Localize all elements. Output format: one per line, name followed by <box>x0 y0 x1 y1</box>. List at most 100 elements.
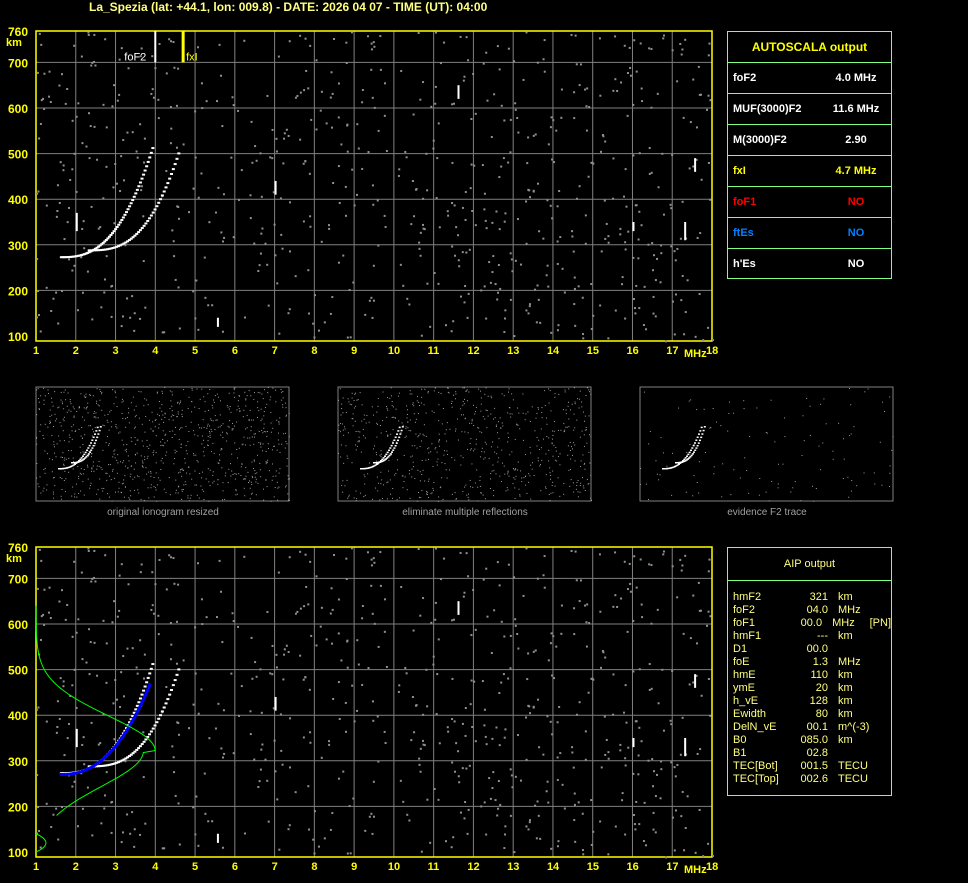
x-trace-point <box>96 765 100 768</box>
thumb-noise-dot <box>658 479 660 481</box>
thumb-noise-dot <box>406 414 408 416</box>
thumb-noise-dot <box>499 475 501 477</box>
x-tick-label: 7 <box>272 345 278 357</box>
noise-dot <box>429 841 432 844</box>
noise-dot <box>62 685 65 688</box>
o-trace-point <box>75 255 79 258</box>
thumb-noise-dot <box>79 406 81 408</box>
noise-dot <box>73 44 76 47</box>
o-trace-point <box>143 169 147 172</box>
noise-dot <box>556 262 559 265</box>
noise-dot <box>80 772 83 775</box>
thumb-noise-dot <box>356 498 358 500</box>
thumb-noise-dot <box>535 417 537 419</box>
noise-dot <box>288 250 291 253</box>
noise-dot <box>372 815 375 818</box>
noise-dot <box>223 236 226 239</box>
noise-dot <box>173 771 176 774</box>
noise-dot <box>103 807 106 810</box>
noise-dot <box>275 653 278 656</box>
thumb-noise-dot <box>377 397 379 399</box>
thumb-noise-dot <box>146 399 148 401</box>
noise-dot <box>329 828 332 831</box>
o-trace-point <box>72 255 76 258</box>
noise-dot <box>485 317 488 320</box>
thumb-noise-dot <box>263 427 265 429</box>
noise-dot <box>143 137 146 140</box>
noise-dot <box>412 629 415 632</box>
noise-dot <box>346 852 349 855</box>
noise-dot <box>271 128 274 131</box>
noise-dot <box>474 112 477 115</box>
thumb-noise-dot <box>227 482 229 484</box>
thumb-trace-point <box>697 442 700 444</box>
thumb-noise-dot <box>587 483 589 485</box>
noise-dot <box>71 785 74 788</box>
noise-dot <box>92 60 95 63</box>
noise-dot <box>525 825 528 828</box>
noise-dot <box>249 194 252 197</box>
x-trace-point <box>129 237 133 240</box>
thumb-noise-dot <box>345 412 347 414</box>
noise-dot <box>299 550 302 553</box>
noise-dot <box>121 315 124 318</box>
thumb-noise-dot <box>375 451 377 453</box>
thumb-noise-dot <box>53 497 55 499</box>
thumb-noise-dot <box>460 414 462 416</box>
thumb-noise-dot <box>426 494 428 496</box>
thumb-noise-dot <box>164 416 166 418</box>
noise-dot <box>294 96 297 99</box>
thumb-noise-dot <box>259 469 261 471</box>
thumb-noise-dot <box>59 476 61 478</box>
thumb-noise-dot <box>235 489 237 491</box>
thumb-noise-dot <box>193 454 195 456</box>
thumb-noise-dot <box>207 445 209 447</box>
thumb-noise-dot <box>241 444 243 446</box>
thumb-noise-dot <box>525 475 527 477</box>
noise-dot <box>309 560 312 563</box>
thumb-noise-dot <box>42 490 44 492</box>
y-tick-label: 760 <box>8 25 28 39</box>
noise-dot <box>586 87 589 90</box>
noise-dot <box>507 161 510 164</box>
thumb-noise-dot <box>698 461 700 463</box>
x-trace-point <box>118 244 122 247</box>
noise-dot <box>607 241 610 244</box>
noise-dot <box>285 644 288 647</box>
noise-dot <box>525 758 528 761</box>
thumb-noise-dot <box>130 473 132 475</box>
thumb-noise-dot <box>438 391 440 393</box>
noise-dot <box>466 832 469 835</box>
noise-dot <box>549 642 552 645</box>
thumb-noise-dot <box>164 442 166 444</box>
thumb-noise-dot <box>51 471 53 473</box>
thumb-trace-point <box>79 460 82 463</box>
autoscala-label: M(3000)F2 <box>733 134 787 146</box>
thumb-noise-dot <box>90 456 92 458</box>
thumb-noise-dot <box>260 442 262 444</box>
thumb-noise-dot <box>161 410 163 412</box>
thumb-noise-dot <box>259 443 261 445</box>
thumb-noise-dot <box>96 388 98 390</box>
thumb-noise-dot <box>441 462 443 464</box>
noise-dot <box>140 189 143 192</box>
thumb-noise-dot <box>146 439 148 441</box>
thumb-trace-point <box>375 461 378 464</box>
thumb-noise-dot <box>69 401 71 403</box>
thumb-noise-dot <box>288 478 290 480</box>
thumb-noise-dot <box>201 477 203 479</box>
thumb-noise-dot <box>141 423 143 425</box>
noise-dot <box>650 564 653 567</box>
thumb-noise-dot <box>92 395 94 397</box>
y-tick-label: 500 <box>8 148 28 162</box>
aip-row: TEC[Top] 002.6 TECU <box>733 773 891 786</box>
thumb-noise-dot <box>117 491 119 493</box>
x-trace-point <box>177 668 181 671</box>
x-trace-point <box>146 735 150 738</box>
thumb-noise-dot <box>236 421 238 423</box>
noise-dot <box>150 608 153 611</box>
thumb-noise-dot <box>460 464 462 466</box>
thumb-noise-dot <box>161 392 163 394</box>
thumb-noise-dot <box>265 479 267 481</box>
thumb-noise-dot <box>541 412 543 414</box>
